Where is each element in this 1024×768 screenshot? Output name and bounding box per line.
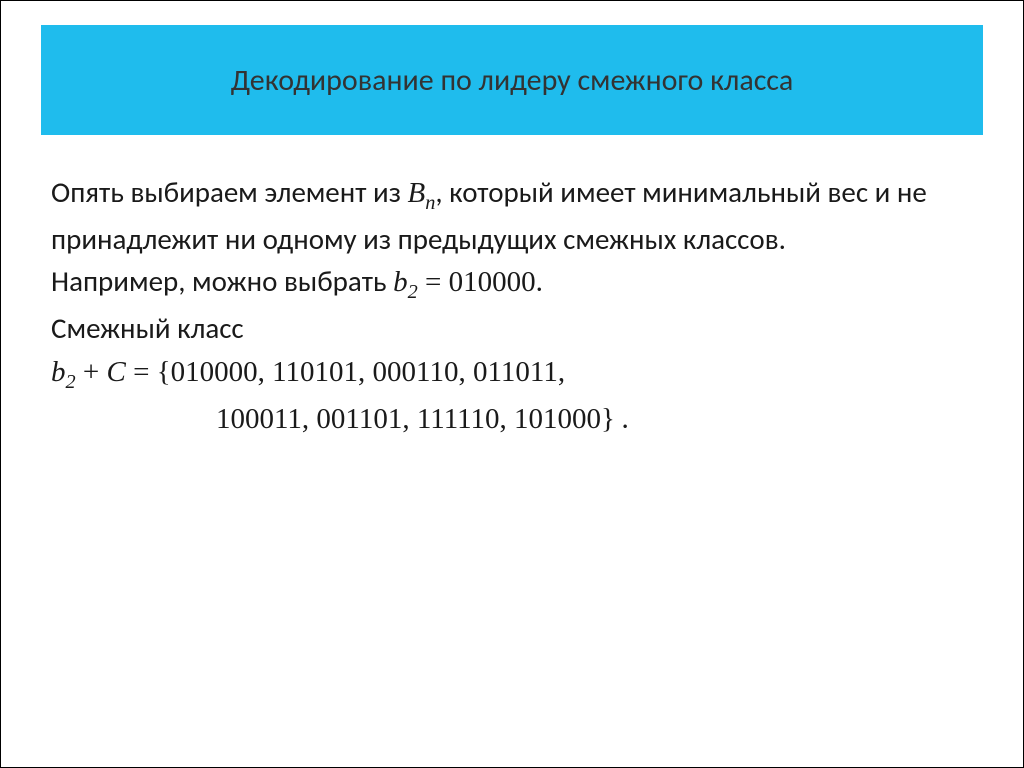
coset-var-C: C (107, 356, 126, 388)
coset-line-1: b2 + C = {010000, 110101, 000110, 011011… (51, 350, 973, 397)
p2-text-1: Например, можно выбрать (51, 263, 393, 299)
coset-values-2: 100011, 001101, 111110, 101000 (216, 403, 601, 435)
slide-header: Декодирование по лидеру смежного класса (41, 25, 983, 135)
slide-content: Опять выбираем элемент из Bn, который им… (51, 171, 973, 440)
paragraph-3: Смежный класс (51, 307, 973, 349)
coset-var-b: b (51, 356, 66, 388)
coset-eq: = (126, 356, 157, 388)
coset-period: . (615, 400, 629, 436)
coset-line-2: 100011, 001101, 111110, 101000} . (51, 397, 973, 440)
p2-eq: = (418, 266, 449, 298)
slide-title: Декодирование по лидеру смежного класса (231, 62, 794, 99)
p2-sub-2: 2 (408, 281, 418, 303)
coset-open: { (157, 356, 171, 388)
coset-sub-2: 2 (66, 370, 76, 392)
p2-period: . (536, 263, 543, 299)
p1-sub-n: n (425, 192, 435, 214)
paragraph-2: Например, можно выбрать b2 = 010000. (51, 260, 973, 307)
p2-var-b: b (393, 266, 408, 298)
p2-value: 010000 (449, 266, 536, 298)
coset-plus: + (76, 356, 107, 388)
p1-text-1: Опять выбираем элемент из (51, 174, 408, 210)
coset-close: } (601, 403, 615, 435)
p3-text: Смежный класс (51, 310, 244, 346)
p1-var-B: B (408, 177, 426, 209)
paragraph-1: Опять выбираем элемент из Bn, который им… (51, 171, 973, 260)
coset-values-1: 010000, 110101, 000110, 011011, (171, 356, 565, 388)
